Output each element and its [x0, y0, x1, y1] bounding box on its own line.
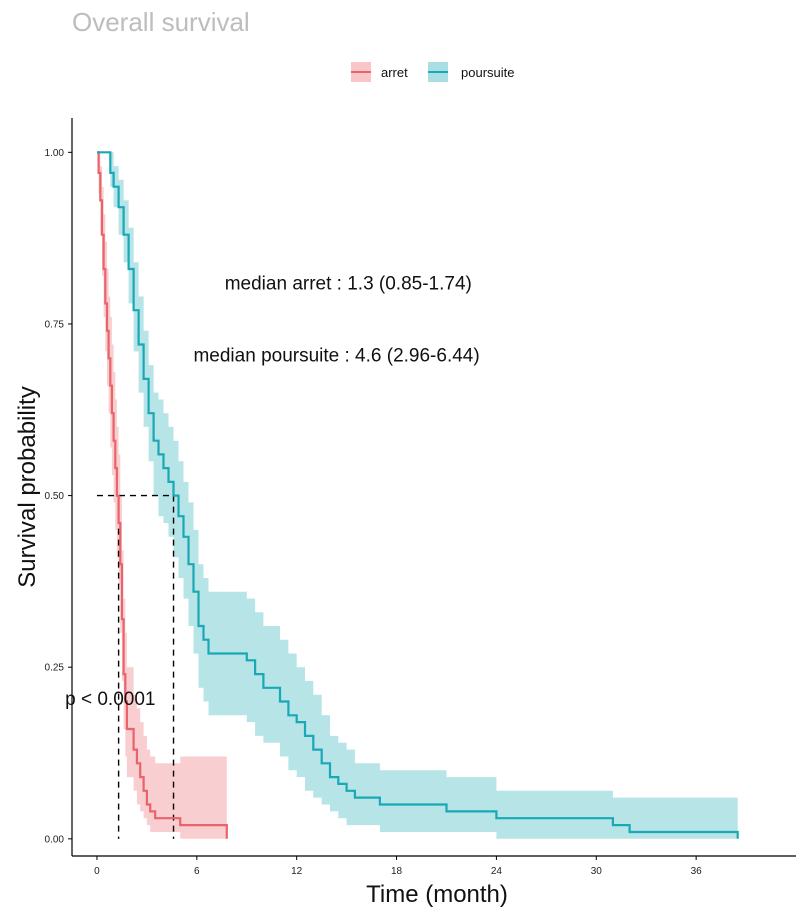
x-axis-title: Time (month) — [366, 881, 508, 908]
y-tick-label: 0.25 — [45, 663, 65, 674]
annotation-p-value: p < 0.0001 — [65, 689, 155, 710]
y-tick-label: 1.00 — [45, 148, 65, 159]
confidence-band-arret — [97, 152, 227, 839]
x-tick-label: 36 — [691, 866, 703, 877]
x-axis-ticks: 0 6 12 18 24 30 36 — [94, 856, 702, 877]
legend-label-poursuite: poursuite — [461, 65, 514, 80]
y-tick-label: 0.00 — [45, 834, 65, 845]
confidence-band-poursuite — [97, 152, 738, 839]
y-tick-label: 0.50 — [45, 491, 65, 502]
x-tick-label: 0 — [94, 866, 100, 877]
annotation-median-poursuite: median poursuite : 4.6 (2.96-6.44) — [193, 346, 479, 367]
confidence-bands — [97, 152, 738, 839]
survival-curve-arret — [97, 151, 228, 839]
x-tick-label: 12 — [291, 866, 303, 877]
y-axis-title: Survival probability — [14, 386, 41, 587]
legend-label-arret: arret — [381, 65, 408, 80]
survival-curves — [97, 151, 739, 839]
y-tick-label: 0.75 — [45, 319, 65, 330]
x-tick-label: 18 — [391, 866, 403, 877]
survival-curve-poursuite — [97, 151, 739, 839]
annotation-median-arret: median arret : 1.3 (0.85-1.74) — [225, 274, 472, 295]
x-tick-label: 24 — [491, 866, 503, 877]
legend: arret poursuite — [351, 62, 514, 82]
median-lines — [96, 494, 175, 839]
chart-title: Overall survival — [72, 7, 250, 37]
y-axis-ticks: 0.00 0.25 0.50 0.75 1.00 — [45, 148, 72, 845]
x-tick-label: 30 — [591, 866, 603, 877]
x-tick-label: 6 — [194, 866, 200, 877]
